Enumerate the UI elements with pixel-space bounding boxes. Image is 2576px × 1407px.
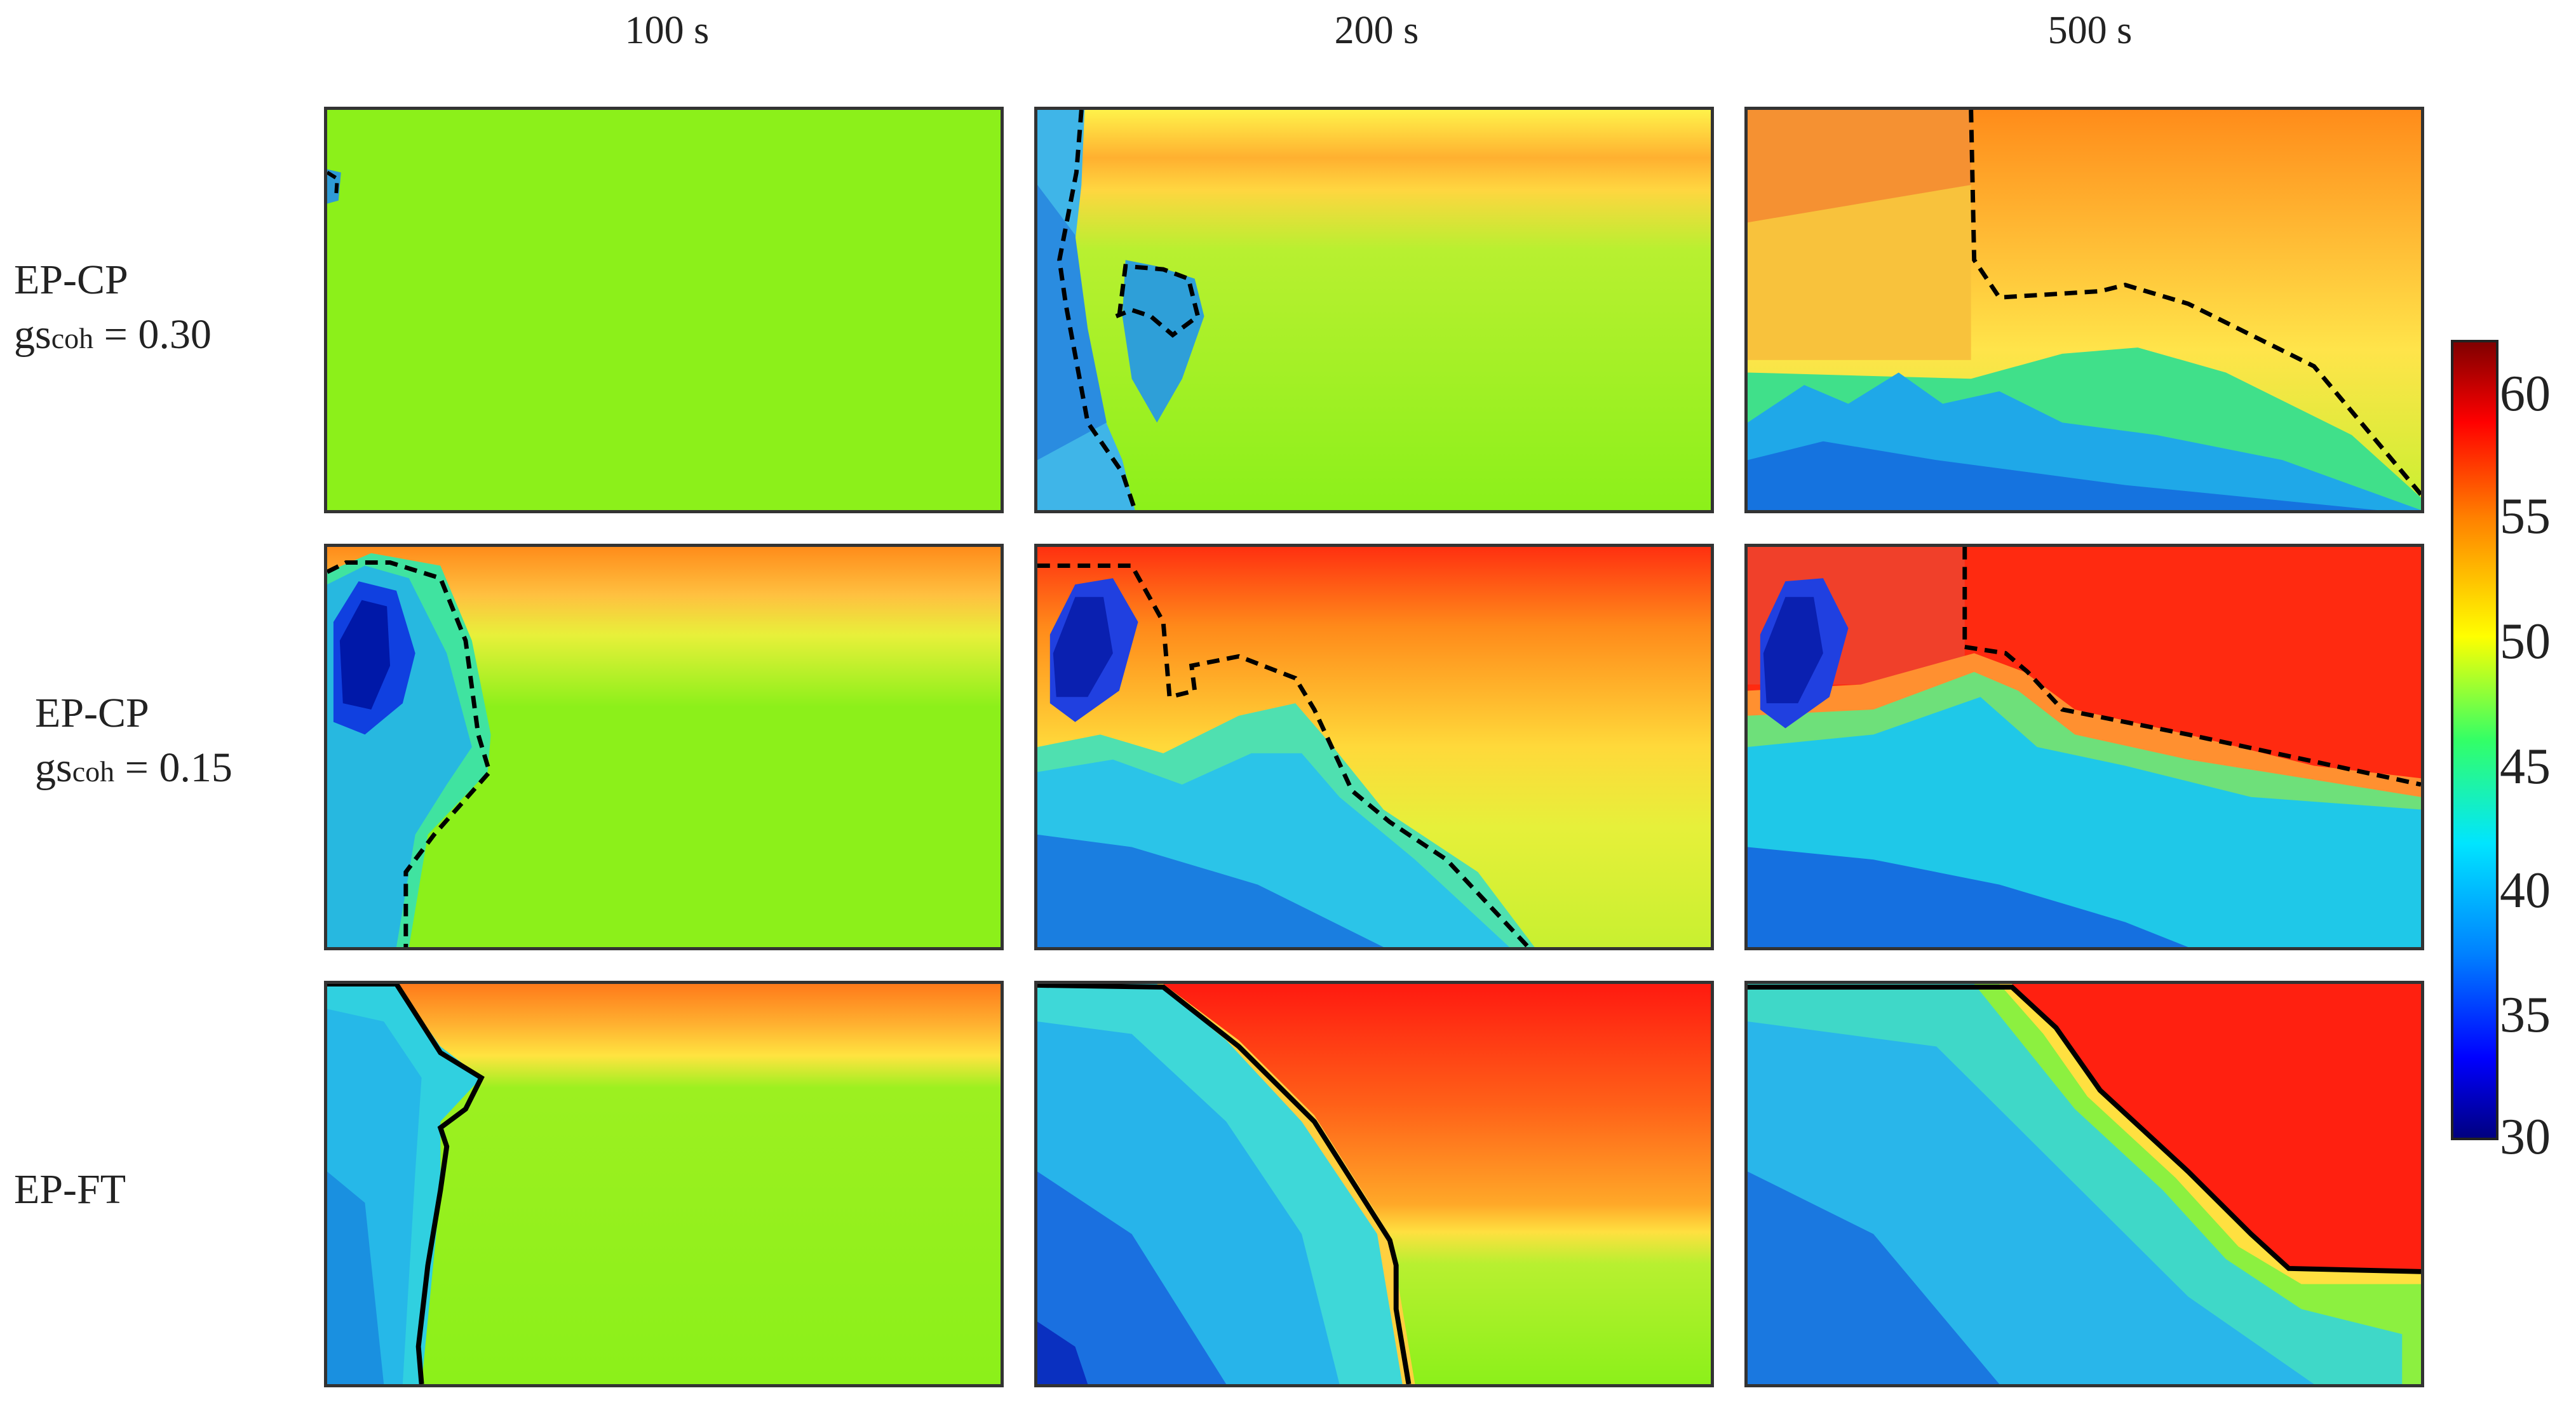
- row1-param: gscoh = 0.30: [14, 307, 212, 366]
- panel-r1-100s: [324, 107, 1004, 513]
- panel-r3-200s: [1034, 981, 1714, 1387]
- panel-r1-500s: [1744, 107, 2424, 513]
- colorbar-tick-35: 35: [2500, 987, 2551, 1043]
- row2-name: EP-CP: [35, 690, 149, 736]
- panel-r2-500s: [1744, 544, 2424, 950]
- row2-param-prefix: gs: [35, 744, 72, 791]
- column-title-100s: 100 s: [624, 9, 710, 52]
- panel-r3-500s: [1744, 981, 2424, 1387]
- colorbar-tick-60: 60: [2500, 366, 2551, 422]
- row1-param-value: = 0.30: [93, 311, 212, 358]
- panel-r2-100s: [324, 544, 1004, 950]
- row2-param: gscoh = 0.15: [35, 741, 233, 799]
- colorbar-tick-45: 45: [2500, 739, 2551, 795]
- colorbar-tick-30: 30: [2500, 1109, 2551, 1165]
- row1-label: EP-CP gscoh = 0.30: [14, 253, 212, 366]
- panel-r2-200s: [1034, 544, 1714, 950]
- row1-param-prefix: gs: [14, 311, 51, 358]
- row1-name: EP-CP: [14, 257, 128, 303]
- row2-param-value: = 0.15: [114, 744, 233, 791]
- panel-r3-100s: [324, 981, 1004, 1387]
- colorbar-tick-55: 55: [2500, 488, 2551, 544]
- colorbar-tick-40: 40: [2500, 863, 2551, 919]
- column-title-200s: 200 s: [1334, 9, 1419, 52]
- row2-label: EP-CP gscoh = 0.15: [35, 686, 233, 799]
- colorbar: [2451, 340, 2498, 1140]
- row3-label: EP-FT: [14, 1166, 126, 1213]
- row2-param-sub: coh: [72, 755, 115, 788]
- panel-r1-200s: [1034, 107, 1714, 513]
- column-title-500s: 500 s: [2047, 9, 2133, 52]
- row1-param-sub: coh: [51, 322, 94, 354]
- colorbar-tick-50: 50: [2500, 614, 2551, 670]
